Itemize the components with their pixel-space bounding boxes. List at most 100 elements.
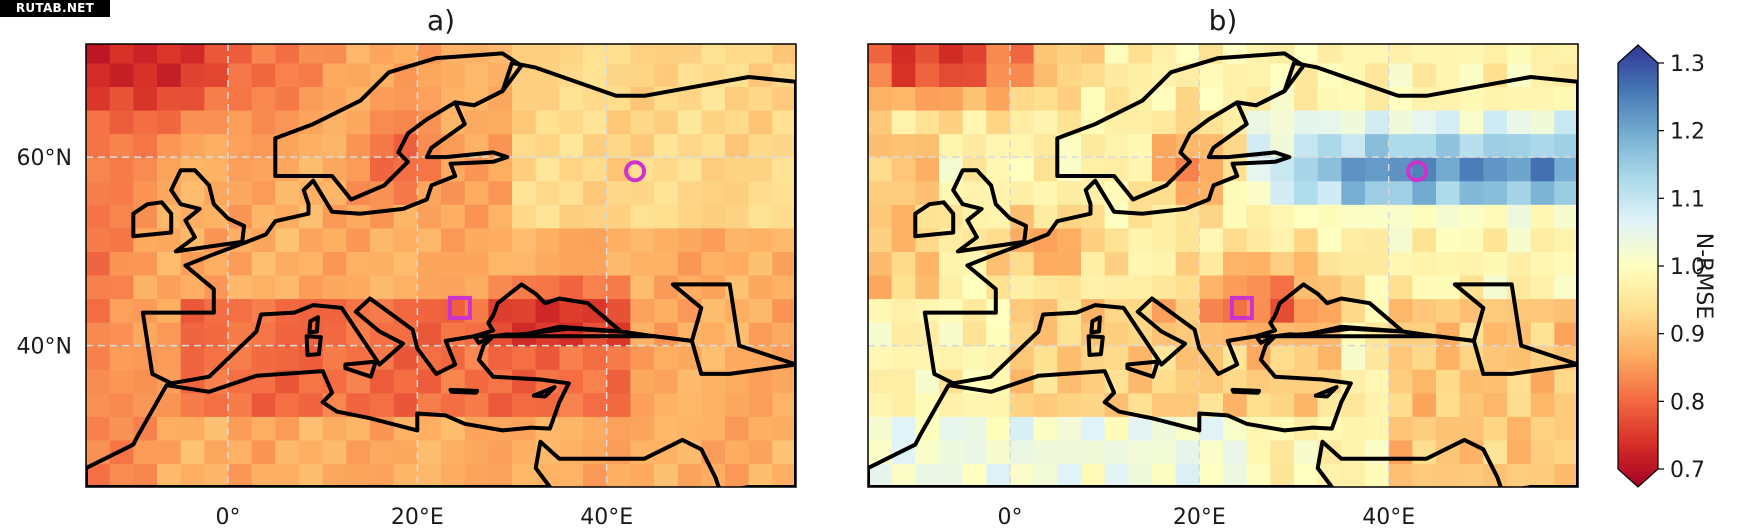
grid-cell [1057, 463, 1082, 487]
grid-cell [1412, 109, 1437, 135]
grid-cell [133, 227, 158, 252]
grid-cell [606, 416, 631, 441]
grid-cell [228, 416, 253, 441]
grid-cell [701, 251, 726, 276]
grid-cell [1128, 133, 1153, 158]
grid-cell [109, 251, 134, 276]
grid-cell [1365, 204, 1390, 229]
grid-cell [654, 62, 679, 88]
grid-cell [346, 204, 371, 229]
grid-cell [1507, 416, 1532, 441]
grid-cell [1010, 463, 1035, 487]
grid-cell [1317, 204, 1342, 229]
grid-cell [370, 463, 395, 487]
grid-cell [157, 62, 182, 88]
grid-cell [157, 416, 182, 441]
grid-cell [1270, 180, 1295, 205]
grid-cell [512, 204, 537, 229]
grid-cell [86, 274, 111, 300]
grid-cell [1554, 86, 1578, 111]
colorbar-tick-label: 1.1 [1670, 187, 1705, 212]
grid-cell [1104, 251, 1129, 276]
grid-cell [772, 180, 796, 205]
grid-cell [1507, 251, 1532, 276]
grid-cell [891, 62, 916, 88]
grid-cell [915, 251, 940, 276]
grid-cell [986, 463, 1011, 487]
grid-cell [299, 439, 324, 465]
grid-cell [275, 44, 300, 64]
grid-cell [677, 62, 702, 88]
grid-cell [748, 157, 773, 182]
grid-cell [370, 62, 395, 88]
grid-cell [1483, 392, 1508, 417]
grid-cell [322, 251, 347, 276]
grid-cell [393, 180, 418, 205]
grid-cell [1507, 133, 1532, 158]
grid-cell [677, 227, 702, 252]
site-marker-circle [624, 160, 647, 183]
grid-cell [1199, 251, 1224, 276]
grid-cell [701, 274, 726, 300]
grid-cell [1483, 227, 1508, 252]
grid-cell [1507, 44, 1532, 64]
grid-cell [1554, 157, 1578, 182]
grid-cell [725, 298, 750, 323]
grid-cell [1081, 62, 1106, 88]
grid-cell [86, 86, 111, 111]
grid-cell [86, 251, 111, 276]
grid-cell [86, 157, 111, 182]
grid-cell [370, 392, 395, 417]
grid-cell [559, 86, 584, 111]
grid-cell [1270, 227, 1295, 252]
grid-cell [370, 204, 395, 229]
grid-cell [1152, 439, 1177, 465]
grid-cell [701, 227, 726, 252]
grid-cell [748, 322, 773, 347]
grid-cell [535, 251, 560, 276]
grid-cell [677, 133, 702, 158]
grid-cell [1554, 322, 1578, 347]
grid-cell [559, 416, 584, 441]
grid-cell [868, 133, 893, 158]
grid-cell [1507, 180, 1532, 205]
grid-cell [251, 62, 276, 88]
grid-cell [322, 463, 347, 487]
grid-cell [725, 251, 750, 276]
grid-cell [1412, 416, 1437, 441]
grid-cell [559, 251, 584, 276]
grid-cell [986, 416, 1011, 441]
grid-cell [1365, 251, 1390, 276]
grid-cell [370, 133, 395, 158]
grid-cell [701, 180, 726, 205]
grid-cell [868, 298, 893, 323]
grid-cell [346, 133, 371, 158]
grid-cell [86, 180, 111, 205]
grid-cell [157, 133, 182, 158]
grid-cell [417, 322, 442, 347]
grid-cell [204, 274, 229, 300]
grid-cell [868, 180, 893, 205]
grid-cell [1294, 369, 1319, 394]
grid-cell [1412, 369, 1437, 394]
grid-cell [962, 392, 987, 417]
grid-cell [1436, 298, 1461, 323]
grid-cell [891, 44, 916, 64]
grid-cell [1365, 274, 1390, 300]
grid-cell [1246, 463, 1271, 487]
grid-cell [725, 109, 750, 135]
grid-cell [1152, 44, 1177, 64]
grid-cell [559, 204, 584, 229]
grid-cell [868, 416, 893, 441]
grid-cell [748, 439, 773, 465]
grid-cell [109, 44, 134, 64]
grid-cell [346, 109, 371, 135]
grid-cell [1294, 439, 1319, 465]
grid-cell [275, 463, 300, 487]
grid-cell [1246, 62, 1271, 88]
grid-cell [1057, 86, 1082, 111]
grid-cell [1365, 463, 1390, 487]
grid-cell [488, 439, 513, 465]
grid-cell [133, 86, 158, 111]
grid-cell [417, 298, 442, 323]
